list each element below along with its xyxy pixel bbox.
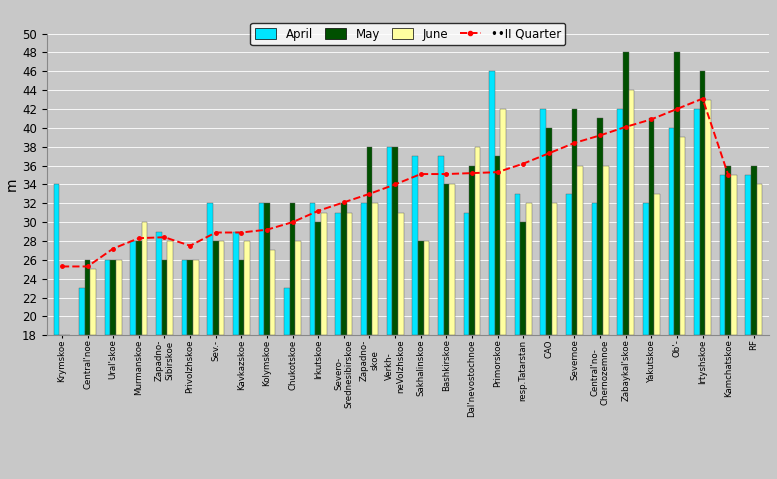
Bar: [598, 118, 603, 335]
Bar: [90, 269, 96, 335]
Bar: [239, 260, 244, 335]
Bar: [438, 156, 444, 335]
Bar: [745, 175, 751, 335]
Bar: [700, 71, 706, 335]
Bar: [720, 175, 726, 335]
Bar: [449, 184, 455, 335]
Bar: [726, 166, 731, 335]
Bar: [654, 194, 660, 335]
Bar: [372, 203, 378, 335]
Bar: [207, 203, 213, 335]
Bar: [757, 184, 762, 335]
Bar: [398, 213, 403, 335]
Bar: [423, 241, 429, 335]
Bar: [162, 260, 167, 335]
Bar: [85, 260, 90, 335]
Bar: [623, 52, 629, 335]
Bar: [444, 184, 449, 335]
Bar: [79, 288, 85, 335]
Bar: [218, 241, 225, 335]
Bar: [464, 213, 469, 335]
Bar: [233, 231, 239, 335]
Bar: [167, 241, 173, 335]
Bar: [500, 109, 506, 335]
Bar: [116, 260, 122, 335]
Bar: [751, 166, 757, 335]
Bar: [54, 184, 59, 335]
Bar: [259, 203, 264, 335]
Bar: [59, 335, 64, 479]
Bar: [264, 203, 270, 335]
Bar: [649, 118, 654, 335]
Bar: [284, 288, 290, 335]
Bar: [694, 109, 700, 335]
Bar: [341, 203, 347, 335]
Bar: [495, 156, 500, 335]
Bar: [566, 194, 572, 335]
Bar: [521, 222, 526, 335]
Bar: [361, 203, 367, 335]
Bar: [706, 100, 711, 335]
Bar: [731, 175, 737, 335]
Bar: [270, 251, 275, 335]
Legend: April, May, June, ••II Quarter: April, May, June, ••II Quarter: [250, 23, 566, 46]
Bar: [105, 260, 110, 335]
Bar: [131, 241, 136, 335]
Bar: [475, 147, 480, 335]
Bar: [315, 222, 321, 335]
Bar: [290, 203, 295, 335]
Bar: [156, 231, 162, 335]
Bar: [347, 213, 352, 335]
Bar: [629, 90, 634, 335]
Bar: [321, 213, 326, 335]
Bar: [141, 222, 148, 335]
Bar: [546, 128, 552, 335]
Bar: [418, 241, 423, 335]
Bar: [591, 203, 598, 335]
Bar: [392, 147, 398, 335]
Bar: [136, 241, 141, 335]
Bar: [310, 203, 315, 335]
Bar: [668, 128, 674, 335]
Bar: [182, 260, 187, 335]
Bar: [617, 109, 623, 335]
Bar: [187, 260, 193, 335]
Bar: [469, 166, 475, 335]
Bar: [244, 241, 250, 335]
Bar: [680, 137, 685, 335]
Bar: [367, 147, 372, 335]
Bar: [552, 203, 557, 335]
Y-axis label: m: m: [5, 178, 19, 191]
Bar: [490, 71, 495, 335]
Bar: [295, 241, 301, 335]
Bar: [213, 241, 218, 335]
Bar: [515, 194, 521, 335]
Bar: [110, 260, 116, 335]
Bar: [572, 109, 577, 335]
Bar: [643, 203, 649, 335]
Bar: [193, 260, 199, 335]
Bar: [336, 213, 341, 335]
Bar: [674, 52, 680, 335]
Bar: [577, 166, 583, 335]
Bar: [540, 109, 546, 335]
Bar: [413, 156, 418, 335]
Bar: [387, 147, 392, 335]
Bar: [603, 166, 608, 335]
Bar: [526, 203, 531, 335]
